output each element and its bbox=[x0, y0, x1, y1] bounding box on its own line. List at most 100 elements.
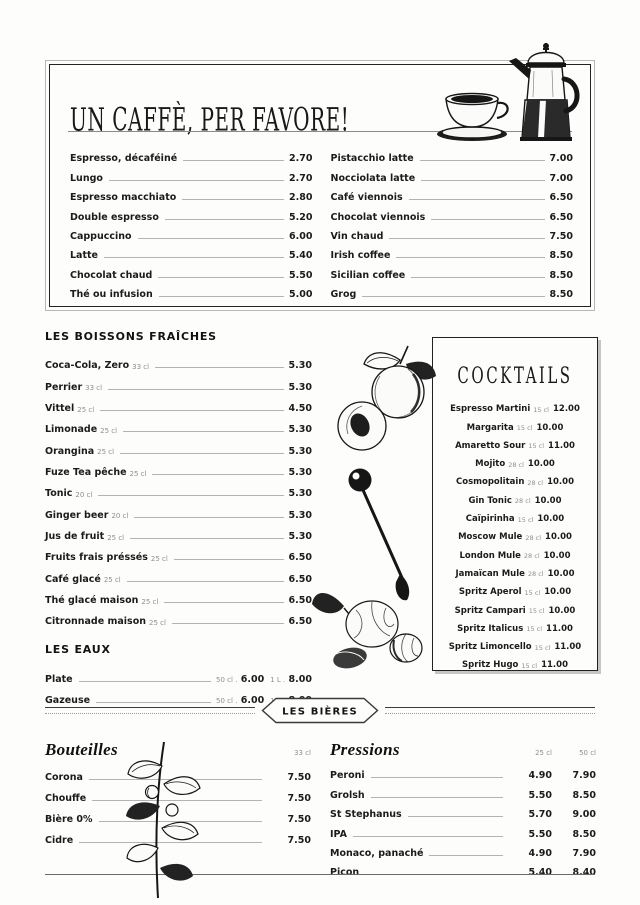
leader-line bbox=[130, 538, 284, 540]
item-price: 8.50 bbox=[549, 250, 573, 262]
item-price-25cl: 4.90 bbox=[528, 770, 552, 782]
bottled-beers-section: Bouteilles 33 cl Corona 7.50 Chouffe 7.5… bbox=[45, 734, 311, 848]
item-price: 5.00 bbox=[289, 289, 313, 301]
cocktail-item-row: Spritz Aperol 15 cl 10.00 bbox=[437, 579, 593, 597]
draft-beers-section: Pressions 25 cl 50 cl Peroni 4.90 7.90 G… bbox=[330, 734, 596, 880]
item-name: Limonade bbox=[45, 424, 98, 436]
menu-item-row: Espresso, décaféiné 2.70 bbox=[70, 147, 313, 166]
item-name: Gin Tonic bbox=[468, 495, 512, 506]
item-name: Corona bbox=[45, 772, 83, 783]
cocktails-section: COCKTAILS Espresso Martini 15 cl 12.00 M… bbox=[432, 337, 598, 671]
menu-item-row: Thé ou infusion 5.00 bbox=[70, 283, 313, 302]
item-price: 6.50 bbox=[288, 573, 312, 585]
item-price: 5.30 bbox=[288, 424, 312, 436]
item-name: Plate bbox=[45, 673, 73, 685]
beers-divider: LES BIÈRES bbox=[45, 697, 595, 724]
cocktail-item-row: Jamaïcan Mule 28 cl 10.00 bbox=[437, 561, 593, 579]
leader-line bbox=[137, 237, 285, 239]
item-name: Latte bbox=[70, 250, 98, 262]
item-name: Cappuccino bbox=[70, 230, 132, 242]
item-name: Peroni bbox=[330, 770, 365, 782]
leader-line bbox=[108, 179, 285, 181]
item-size: 28 cl bbox=[527, 570, 544, 579]
item-size: 25 cl bbox=[107, 533, 125, 542]
leader-line bbox=[100, 410, 284, 412]
coffee-pot-and-cup-illustration bbox=[437, 43, 580, 141]
menu-item-row: Monaco, panaché 4.90 7.90 bbox=[330, 842, 596, 861]
menu-item-row: Citronnade maison 25 cl 6.50 bbox=[45, 608, 312, 629]
item-name: Ginger beer bbox=[45, 509, 109, 521]
item-name: Tonic bbox=[45, 488, 73, 500]
fresh-drinks-list: Coca-Cola, Zero 33 cl 5.30 Perrier 33 cl… bbox=[45, 352, 312, 629]
item-price-50cl: 6.00 bbox=[240, 673, 265, 685]
item-price: 10.00 bbox=[527, 459, 555, 470]
leader-line bbox=[98, 821, 262, 822]
item-size-1l: 1 L . bbox=[270, 675, 286, 684]
bottles-header: Bouteilles 33 cl bbox=[45, 734, 311, 760]
coffee-list-right: Pistacchio latte 7.00 Nocciolata latte 7… bbox=[331, 147, 574, 302]
cocktail-item-row: Caïpirinha 15 cl 10.00 bbox=[437, 506, 593, 524]
item-name: Grolsh bbox=[330, 789, 365, 801]
leader-line bbox=[123, 431, 284, 433]
leader-line bbox=[352, 835, 503, 837]
item-price: 6.00 bbox=[289, 230, 313, 242]
menu-item-row: Bière 0% 7.50 bbox=[45, 806, 311, 827]
item-price: 10.00 bbox=[543, 550, 571, 561]
item-price: 5.30 bbox=[288, 531, 312, 543]
fresh-drinks-section: LES BOISSONS FRAÎCHES Coca-Cola, Zero 33… bbox=[45, 330, 312, 708]
menu-item-row: Grog 8.50 bbox=[331, 283, 574, 302]
cocktails-heading: COCKTAILS bbox=[457, 362, 573, 389]
item-name: Lungo bbox=[70, 172, 103, 184]
item-price-50cl: 6.00 bbox=[240, 695, 265, 707]
cocktail-item-row: Spritz Hugo 15 cl 11.00 bbox=[437, 652, 593, 670]
item-price: 10.00 bbox=[544, 587, 572, 598]
item-name: Amaretto Sour bbox=[455, 440, 526, 451]
item-size: 15 cl bbox=[521, 661, 538, 670]
item-name: Thé ou infusion bbox=[70, 289, 153, 301]
item-price: 2.70 bbox=[289, 153, 313, 165]
item-name: Monaco, panaché bbox=[330, 847, 424, 859]
bottles-size-label: 33 cl bbox=[294, 749, 311, 757]
menu-item-row: Chocolat viennois 6.50 bbox=[331, 205, 574, 224]
item-size: 25 cl bbox=[150, 554, 168, 563]
item-size: 28 cl bbox=[508, 460, 524, 469]
cocktail-item-row: Amaretto Sour 15 cl 11.00 bbox=[437, 433, 593, 451]
item-name: Double espresso bbox=[70, 211, 159, 223]
bottles-heading: Bouteilles bbox=[45, 740, 118, 759]
item-price: 5.30 bbox=[288, 509, 312, 521]
leader-line bbox=[182, 199, 285, 201]
menu-item-row: Grolsh 5.50 8.50 bbox=[330, 783, 596, 802]
item-price: 6.50 bbox=[288, 616, 312, 628]
item-name: Grog bbox=[330, 289, 357, 301]
item-name: Margarita bbox=[466, 422, 514, 433]
leader-line bbox=[171, 623, 284, 625]
leader-line bbox=[183, 160, 285, 162]
menu-item-row: Ginger beer 20 cl 5.30 bbox=[45, 501, 312, 522]
cocktail-item-row: Spritz Campari 15 cl 10.00 bbox=[437, 597, 593, 616]
item-name: Perrier bbox=[45, 381, 83, 393]
item-price: 11.00 bbox=[541, 660, 568, 671]
leader-line bbox=[411, 276, 545, 278]
menu-item-row: Double espresso 5.20 bbox=[70, 205, 313, 224]
menu-item-row: Vin chaud 7.50 bbox=[331, 225, 574, 244]
item-name: Spritz Limoncello bbox=[448, 642, 532, 653]
menu-item-row: Coca-Cola, Zero 33 cl 5.30 bbox=[45, 352, 312, 373]
item-name: Caïpirinha bbox=[465, 514, 515, 525]
item-price-25cl: 5.70 bbox=[528, 809, 552, 821]
menu-item-row: IPA 5.50 8.50 bbox=[330, 822, 596, 841]
item-price: 11.00 bbox=[546, 623, 573, 634]
leader-line bbox=[78, 680, 212, 682]
item-name: St Stephanus bbox=[330, 809, 402, 821]
leader-line bbox=[362, 296, 545, 298]
item-price: 10.00 bbox=[536, 422, 564, 433]
item-name: Pistacchio latte bbox=[330, 153, 414, 165]
item-name: Moscow Mule bbox=[458, 532, 523, 543]
menu-item-row: Orangina 25 cl 5.30 bbox=[45, 437, 312, 458]
item-price: 7.00 bbox=[549, 172, 573, 184]
item-name: Gazeuse bbox=[45, 695, 91, 707]
item-name: Fuze Tea pêche bbox=[45, 467, 127, 479]
item-price-25cl: 5.50 bbox=[528, 789, 552, 801]
menu-item-row: St Stephanus 5.70 9.00 bbox=[330, 803, 596, 822]
item-size: 25 cl bbox=[100, 426, 118, 435]
